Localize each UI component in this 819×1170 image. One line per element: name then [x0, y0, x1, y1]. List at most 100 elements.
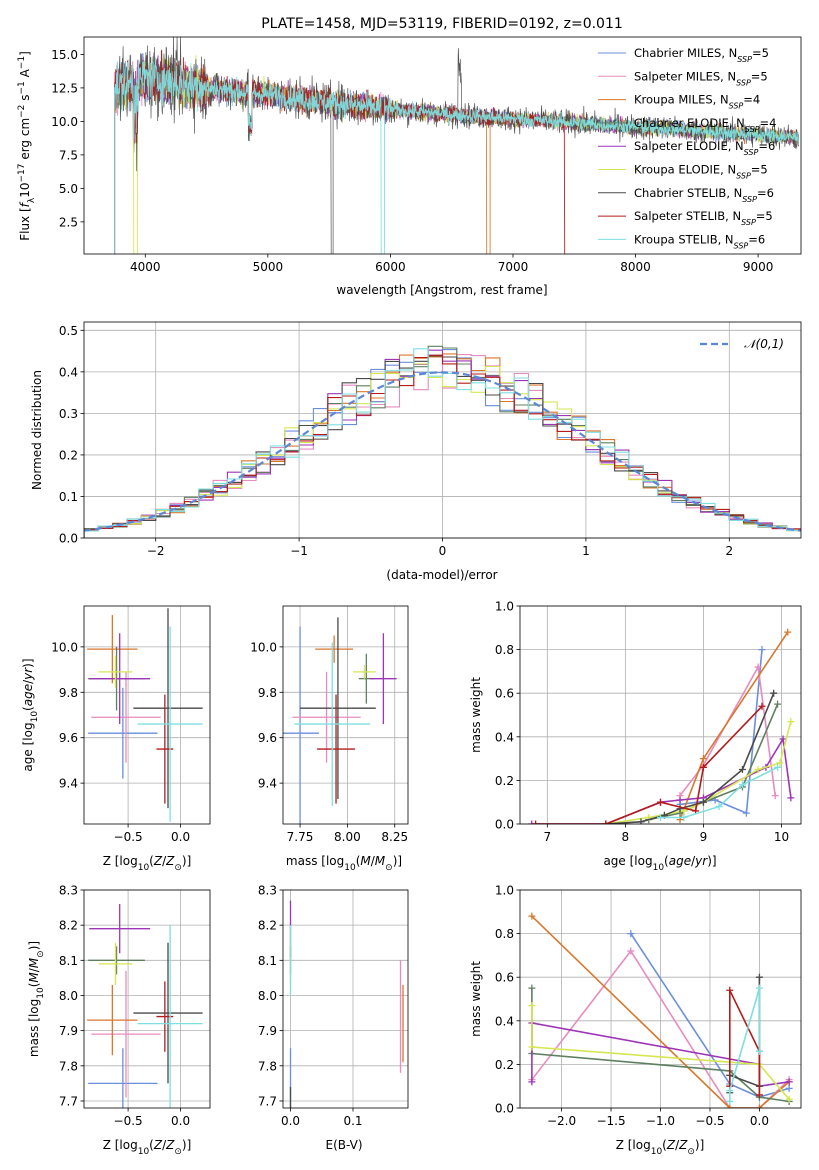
axes-age-massweight [520, 605, 801, 825]
y-tick-label: 0.4 [495, 1014, 514, 1028]
axes-frame [519, 605, 802, 825]
x-axis-label: Z [log10(Z/Z⊙)] [103, 854, 192, 873]
x-tick-label: 7000 [498, 260, 529, 274]
data-point-marker [726, 1104, 734, 1108]
axes-z-age [84, 606, 210, 824]
data-point-marker [602, 820, 610, 824]
y-tick-label: 0.2 [59, 448, 78, 462]
y-tick-label: 0.2 [495, 1058, 514, 1072]
x-tick-label: 9000 [743, 260, 774, 274]
data-point-marker [755, 1047, 763, 1055]
errorbar-chabrier-miles [88, 1048, 158, 1108]
x-axis-label: E(B-V) [325, 1138, 362, 1152]
data-point-marker [776, 759, 784, 767]
x-tick-label: 0.0 [281, 1114, 300, 1128]
y-tick-label: 8.0 [258, 989, 277, 1003]
spectrum-line-kroupa-stelib [114, 57, 799, 254]
data-point-marker [774, 700, 782, 708]
errorbar-chabrier-miles [283, 626, 319, 824]
series-line-kroupa-stelib [728, 987, 761, 1102]
x-tick-label: 7.75 [287, 830, 314, 844]
data-point-marker [755, 973, 763, 981]
data-point-marker [726, 1087, 734, 1095]
y-tick-label: 7.8 [59, 1059, 78, 1073]
axes-frame [83, 321, 802, 539]
errorbar-chabrier-miles [88, 687, 158, 779]
y-tick-label: 0.4 [495, 730, 514, 744]
x-axis-label: mass [log10(M/M⊙)] [286, 854, 402, 873]
x-tick-label: −0.5 [114, 830, 143, 844]
errorbar-kroupa-miles [315, 635, 354, 663]
y-tick-label: 8.0 [59, 989, 78, 1003]
series-line-chabrier-stelib [605, 692, 775, 824]
legend-label: Chabrier STELIB, NSSP=6 [634, 186, 774, 204]
legend-label: 𝒩(0,1) [744, 337, 784, 351]
x-axis-label: age [log10(age/yr)] [603, 854, 716, 873]
plot-area-z-massweight [528, 912, 793, 1108]
data-point-marker [680, 813, 688, 821]
normal-curve [84, 371, 801, 532]
legend-label: Chabrier ELODIE, NSSP=4 [634, 116, 776, 133]
x-tick-label: 2 [725, 544, 733, 558]
axes-frame [83, 889, 211, 1109]
axes-frame [282, 889, 409, 1109]
errorbar-salpeter-elodie [89, 904, 151, 954]
errorbar-kroupa-stelib [137, 925, 203, 1108]
plot-area-residuals [84, 345, 801, 538]
errorbar-salpeter-elodie [89, 633, 151, 725]
errorbar-kroupa-stelib [137, 626, 203, 822]
y-tick-label: 7.9 [59, 1024, 78, 1038]
data-point-marker [528, 912, 536, 920]
y-axis-label: Flux [fλ10−17 erg cm−2 s−1 A−1] [17, 51, 37, 241]
data-point-marker [528, 1078, 536, 1086]
y-tick-label: 7.5 [59, 148, 78, 162]
data-point-marker [528, 1002, 536, 1010]
data-point-marker [758, 646, 766, 654]
y-tick-label: 9.8 [59, 686, 78, 700]
y-tick-label: 0.5 [59, 324, 78, 338]
axes-z-mass [84, 889, 210, 1108]
plot-area-spectrum [114, 37, 799, 254]
y-tick-label: 15.0 [51, 48, 78, 62]
errorbar-kroupa-miles [87, 984, 138, 1056]
y-tick-label: 7.9 [258, 1024, 277, 1038]
data-point-marker [770, 689, 778, 697]
axes-frame [83, 36, 802, 255]
data-point-marker [784, 628, 792, 636]
x-tick-label: 10 [774, 830, 789, 844]
y-tick-label: 0.0 [495, 818, 514, 832]
y-tick-label: 8.3 [59, 884, 78, 898]
legend-label: Kroupa MILES, NSSP=4 [634, 93, 760, 111]
errorbar-salpeter-miles [91, 970, 161, 1098]
y-tick-label: 0.6 [495, 971, 514, 985]
y-axis-label: mass weight [469, 677, 483, 753]
x-axis-label: (data-model)/error [386, 568, 497, 582]
errorbar-chabrier-stelib [300, 617, 376, 800]
plot-area-z-mass [87, 904, 203, 1108]
y-tick-label: 0.1 [59, 490, 78, 504]
x-tick-label: 8.00 [334, 830, 361, 844]
plot-area-ebv-mass [289, 900, 404, 1108]
errorbar-kroupa-elodie [98, 942, 133, 985]
x-tick-label: −2.0 [547, 1114, 576, 1128]
data-point-marker [637, 818, 645, 824]
data-point-marker [738, 781, 746, 789]
x-tick-label: 0.0 [171, 1114, 190, 1128]
x-tick-label: 0 [439, 544, 447, 558]
chart-title: PLATE=1458, MJD=53119, FIBERID=0192, z=0… [261, 16, 623, 32]
axes-frame [519, 889, 802, 1109]
data-point-marker [785, 1095, 793, 1103]
x-tick-label: 8.25 [381, 830, 408, 844]
legend-spectrum: Chabrier MILES, NSSP=5 Salpeter MILES, NS… [598, 46, 776, 250]
y-tick-label: 0.3 [59, 407, 78, 421]
data-point-marker [627, 930, 635, 938]
x-tick-label: −2 [147, 544, 165, 558]
data-point-marker [528, 984, 536, 992]
x-tick-label: 7 [543, 830, 551, 844]
legend-label: Salpeter ELODIE, NSSP=6 [634, 139, 775, 157]
y-tick-label: 9.6 [59, 731, 78, 745]
x-axis-label: Z [log10(Z/Z⊙)] [103, 1138, 192, 1157]
y-tick-label: 2.5 [59, 215, 78, 229]
y-tick-label: 0.0 [495, 1102, 514, 1116]
